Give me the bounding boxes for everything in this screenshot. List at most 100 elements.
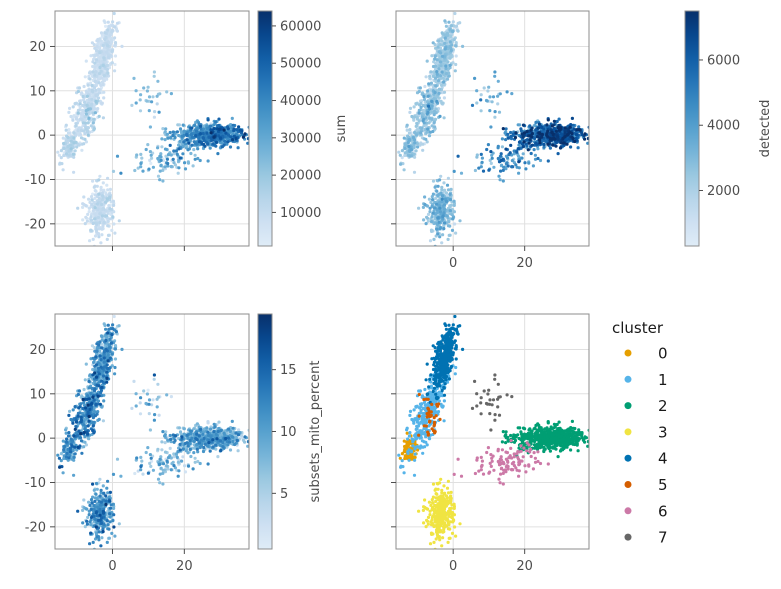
data-point [542, 145, 546, 149]
data-point [423, 202, 427, 207]
data-point [446, 188, 451, 192]
data-point [98, 221, 102, 225]
data-point [399, 162, 403, 166]
data-point [418, 86, 422, 90]
data-point [83, 121, 88, 125]
data-point [78, 99, 82, 103]
data-point [524, 167, 528, 171]
data-point [419, 105, 423, 109]
data-point [96, 77, 100, 81]
data-point [169, 395, 173, 399]
data-point [230, 419, 234, 423]
data-point [217, 426, 221, 431]
data-point [138, 109, 143, 113]
data-point [532, 148, 536, 152]
data-point [538, 158, 543, 163]
data-point [440, 185, 444, 189]
data-point [152, 377, 156, 381]
data-point [440, 39, 444, 43]
data-point [134, 101, 138, 105]
data-point [84, 140, 88, 144]
data-point [490, 156, 494, 160]
data-point [439, 51, 443, 55]
data-point [201, 430, 206, 434]
data-point [429, 220, 434, 224]
data-point [159, 152, 163, 156]
data-point [451, 217, 455, 221]
data-point [182, 133, 186, 137]
data-point [232, 127, 236, 131]
data-point [152, 74, 156, 78]
data-point [166, 456, 171, 460]
data-point [402, 168, 406, 172]
data-point [199, 132, 203, 136]
data-point [448, 40, 452, 44]
data-point [181, 455, 185, 459]
data-point [106, 491, 110, 495]
data-point [181, 152, 185, 156]
data-point [428, 206, 432, 210]
data-point [499, 158, 504, 162]
data-point [184, 142, 188, 146]
data-point [415, 141, 419, 146]
data-point [438, 210, 442, 214]
data-point [209, 427, 213, 431]
data-point [83, 222, 87, 226]
data-point [148, 453, 152, 457]
data-point [490, 100, 494, 104]
data-point [192, 451, 196, 455]
data-point [552, 119, 557, 123]
data-point [73, 149, 77, 153]
data-point [77, 143, 81, 147]
data-point [523, 161, 527, 165]
data-point [108, 33, 112, 37]
data-point [145, 89, 149, 93]
data-point [538, 138, 542, 142]
data-point [189, 454, 193, 459]
data-point [101, 194, 105, 198]
data-point [454, 24, 459, 28]
data-point [138, 98, 142, 102]
data-point [447, 20, 451, 24]
data-point [220, 145, 224, 149]
data-point [104, 24, 108, 28]
data-point [458, 219, 462, 223]
data-point [87, 116, 91, 120]
data-point [89, 195, 94, 199]
scatter-points [56, 11, 249, 246]
data-point [427, 121, 431, 125]
data-point [76, 111, 80, 115]
data-point [161, 159, 166, 163]
data-point [438, 200, 442, 204]
scatter-points [56, 314, 253, 549]
data-point [550, 124, 555, 128]
data-point [110, 531, 114, 536]
data-point [166, 161, 170, 166]
data-point [449, 203, 453, 207]
data-point [250, 439, 253, 442]
data-point [431, 198, 435, 202]
data-point [434, 111, 438, 115]
data-point [219, 141, 223, 145]
data-point [180, 459, 184, 463]
data-point [111, 20, 115, 24]
data-point [202, 142, 206, 147]
data-point [95, 496, 99, 501]
data-point [195, 422, 199, 426]
data-point [171, 130, 175, 134]
data-point [554, 144, 558, 148]
data-point [419, 131, 423, 135]
data-point [506, 132, 510, 136]
data-point [86, 515, 90, 520]
data-point [514, 131, 518, 135]
data-point [570, 132, 574, 136]
data-point [216, 455, 220, 459]
data-point [85, 507, 89, 511]
data-point [413, 130, 417, 135]
data-point [418, 103, 422, 107]
data-point [181, 123, 185, 127]
data-point [421, 103, 425, 108]
data-point [187, 141, 191, 145]
data-point [452, 199, 456, 203]
data-point [528, 138, 532, 142]
